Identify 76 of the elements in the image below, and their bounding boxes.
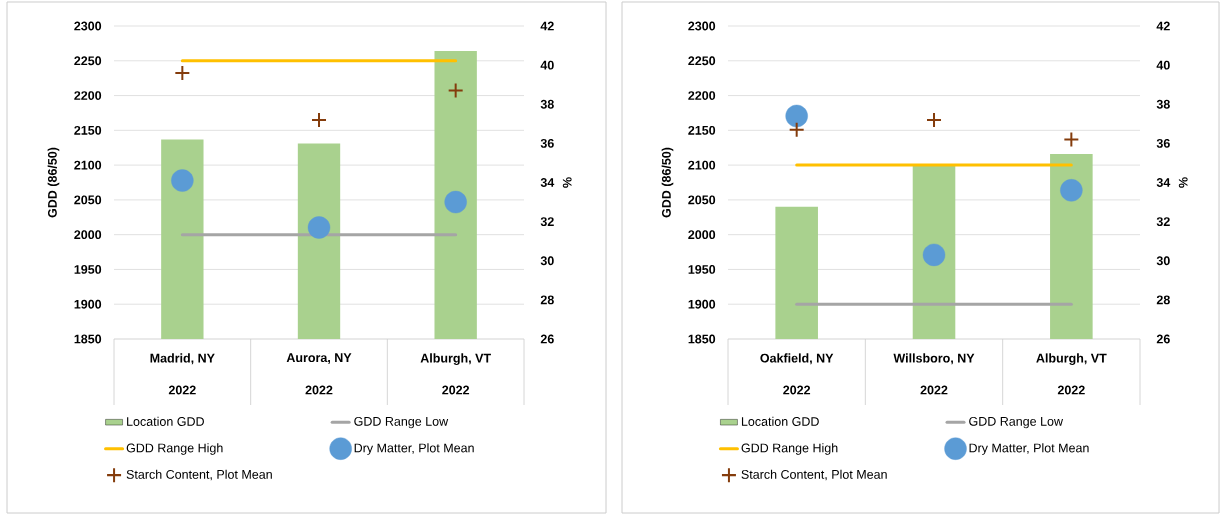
y2-tick-label: 42 (540, 21, 554, 31)
y-tick-label: 1950 (74, 265, 102, 274)
x-tick-label: Willsboro, NY (893, 353, 975, 365)
y-axis-title: GDD (86/50) (47, 147, 60, 218)
x-tick-label: Alburgh, VT (420, 353, 491, 366)
point (922, 243, 946, 267)
y2-tick-label: 30 (1156, 256, 1170, 266)
y2-tick-label: 32 (540, 217, 554, 227)
text: 2022 (783, 385, 811, 395)
y-tick-label: 2200 (74, 91, 102, 100)
x-tick-label: Alburgh, VT (1036, 353, 1107, 366)
y-tick-label: 2200 (688, 91, 716, 100)
point (926, 111, 943, 128)
point (785, 104, 808, 128)
y-tick-label: 2300 (688, 21, 716, 31)
y2-axis-title: % (1178, 177, 1188, 188)
legend-label: Starch Content, Plot Mean (741, 469, 887, 481)
point (171, 169, 194, 192)
y-tick-label: 1850 (74, 334, 102, 344)
y-tick-label: 2050 (688, 195, 716, 205)
legend-label: Dry Matter, Plot Mean (354, 443, 474, 455)
y-tick-label: 2100 (688, 160, 716, 170)
y2-tick-label: 40 (540, 60, 554, 70)
y-tick-label: 1850 (688, 334, 716, 344)
text: 2022 (168, 385, 196, 395)
y2-tick-label: 26 (540, 334, 554, 344)
y2-tick-label: 40 (1156, 60, 1170, 70)
legend-label: GDD Range High (741, 443, 838, 455)
y2-tick-label: 38 (1156, 99, 1170, 109)
y2-tick-label: 26 (1156, 334, 1170, 344)
y-tick-label: 1900 (688, 299, 716, 309)
y-tick-label: 2050 (74, 195, 102, 205)
x-tick-label: Aurora, NY (286, 353, 352, 364)
point (788, 121, 805, 138)
legend-label: GDD Range Low (354, 416, 449, 429)
legend-label: Location GDD (127, 416, 204, 426)
y2-tick-label: 36 (1156, 138, 1170, 148)
y2-tick-label: 34 (1156, 178, 1171, 187)
y-tick-label: 1950 (688, 265, 716, 274)
y-tick-label: 2300 (74, 21, 102, 31)
y2-axis-title: % (562, 177, 572, 188)
x-tick-label: Oakfield, NY (760, 353, 834, 365)
y2-tick-label: 28 (1156, 295, 1170, 305)
y-tick-label: 2000 (74, 230, 102, 240)
point (174, 64, 191, 81)
y2-tick-label: 30 (540, 256, 554, 266)
y-tick-label: 2150 (74, 125, 102, 135)
y2-tick-label: 32 (1156, 217, 1170, 227)
point (307, 216, 331, 239)
legend-label: GDD Range High (126, 443, 223, 455)
y-axis-title: GDD (86/50) (661, 147, 674, 218)
legend-label: Location GDD (741, 416, 819, 426)
y2-tick-label: 42 (1156, 21, 1170, 31)
y2-tick-label: 38 (540, 99, 554, 109)
text: 2022 (442, 385, 470, 395)
y-tick-label: 2000 (688, 230, 716, 240)
text: 2022 (920, 385, 948, 395)
point (1060, 179, 1083, 202)
text: 2022 (305, 385, 333, 395)
point (447, 82, 464, 99)
y2-tick-label: 28 (540, 295, 554, 305)
y-tick-label: 2250 (74, 56, 102, 66)
point (311, 111, 327, 128)
y-tick-label: 2100 (74, 160, 102, 170)
legend-label: GDD Range Low (969, 416, 1064, 429)
point (1063, 131, 1080, 148)
legend-label: Starch Content, Plot Mean (126, 469, 272, 481)
legend-label: Dry Matter, Plot Mean (969, 443, 1089, 455)
text: 2022 (1057, 385, 1085, 395)
x-tick-label: Madrid, NY (150, 353, 215, 365)
y-tick-label: 2150 (688, 125, 716, 135)
y-tick-label: 1900 (74, 299, 102, 309)
y2-tick-label: 36 (540, 138, 554, 148)
y-tick-label: 2250 (688, 56, 716, 66)
y2-tick-label: 34 (540, 178, 555, 187)
point (444, 190, 467, 214)
